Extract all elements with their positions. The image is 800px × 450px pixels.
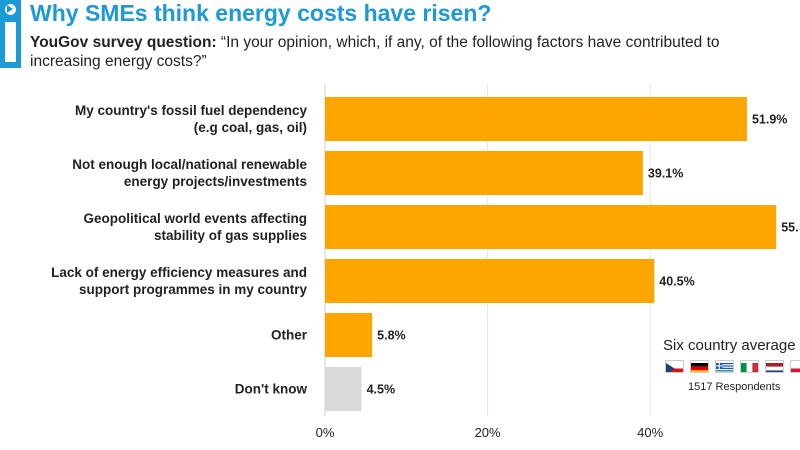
- bar: [325, 205, 777, 249]
- legend-note: 1517 Respondents: [688, 381, 781, 393]
- x-tick-label: 40%: [637, 425, 663, 440]
- subtitle-prefix: YouGov survey question:: [30, 34, 217, 51]
- x-tick-label: 0%: [316, 425, 335, 440]
- category-label: Lack of energy efficiency measures and: [51, 265, 307, 280]
- bar: [325, 259, 655, 303]
- poland-flag-icon: [790, 360, 800, 373]
- netherlands-flag-icon: [765, 360, 784, 373]
- data-label: 55.: [781, 221, 798, 235]
- bar: [325, 367, 362, 411]
- chart-subtitle: YouGov survey question: “In your opinion…: [30, 33, 760, 71]
- legend: Six country average 1517 Respondents: [663, 337, 800, 393]
- category-label: My country's fossil fuel dependency: [75, 103, 308, 118]
- flag-row: [665, 360, 800, 373]
- data-label: 40.5%: [659, 275, 694, 289]
- subtitle-text: “In your opinion, which, if any, of the …: [30, 34, 720, 70]
- category-label: stability of gas supplies: [154, 228, 307, 243]
- x-tick-label: 20%: [475, 425, 501, 440]
- data-label: 5.8%: [377, 329, 406, 343]
- category-label: Not enough local/national renewable: [72, 157, 307, 172]
- bar: [325, 97, 747, 141]
- greece-flag-icon: [715, 360, 734, 373]
- bar: [325, 313, 373, 357]
- category-label: Other: [271, 328, 308, 343]
- category-label: support programmes in my country: [79, 282, 308, 297]
- czech-flag-icon: [665, 360, 684, 373]
- data-label: 4.5%: [367, 383, 396, 397]
- germany-flag-icon: [690, 360, 709, 373]
- category-label: Geopolitical world events affecting: [83, 211, 307, 226]
- chart-title: Why SMEs think energy costs have risen?: [30, 0, 492, 26]
- category-label: Don't know: [235, 382, 308, 397]
- data-label: 39.1%: [648, 167, 683, 181]
- category-label: energy projects/investments: [124, 174, 307, 189]
- italy-flag-icon: [740, 360, 759, 373]
- category-label: (e.g coal, gas, oil): [194, 120, 307, 135]
- data-label: 51.9%: [752, 113, 787, 127]
- legend-title: Six country average: [663, 337, 796, 354]
- bar: [325, 151, 643, 195]
- info-icon: [0, 0, 21, 68]
